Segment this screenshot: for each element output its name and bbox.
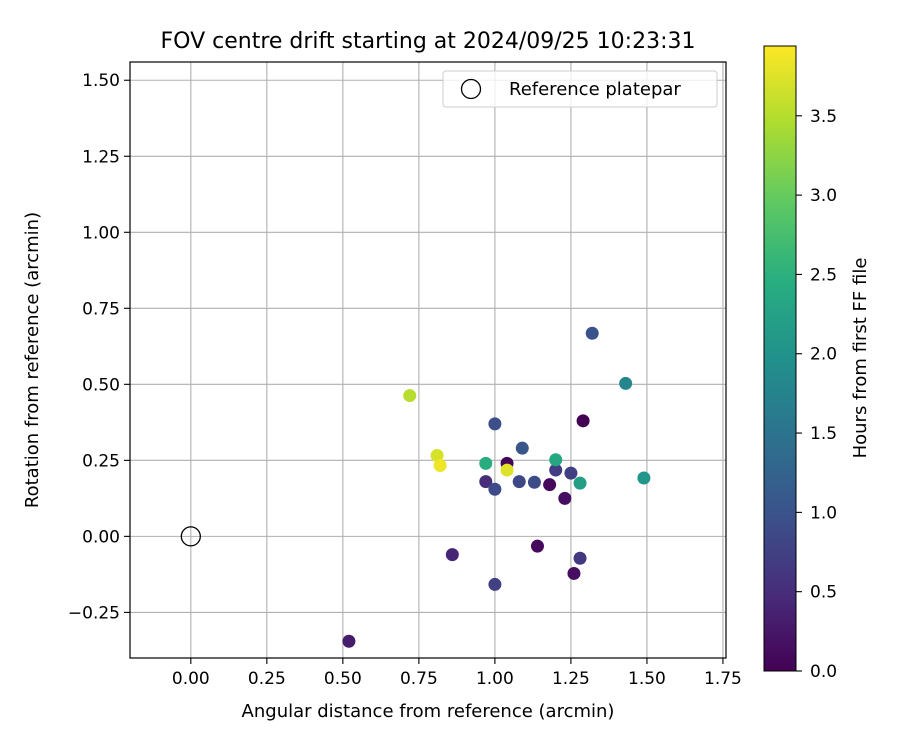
colorbar: 0.0 0.5 1.0 1.5 2.0 2.5 3.0 3.5 Hours from firs… [763,45,871,682]
data-point [573,551,587,565]
x-tick-label: 1.00 [476,669,514,689]
colorbar-tick-label: 1.0 [810,503,837,523]
data-point [585,326,599,340]
x-tick-label: 0.75 [400,669,438,689]
data-point [479,456,493,470]
x-tick-label: 1.75 [704,669,742,689]
colorbar-tick-label: 2.0 [810,345,837,365]
data-point [549,453,563,467]
x-axis-label: Angular distance from reference (arcmin) [242,701,615,722]
data-point [445,548,459,562]
colorbar-label: Hours from first FF file [850,258,871,459]
data-point [576,414,590,428]
colorbar-tick-label: 3.5 [810,107,837,127]
data-point [488,482,502,496]
colorbar-tick-label: 0.5 [810,583,837,603]
data-point [433,459,447,473]
data-point [530,539,544,553]
y-tick-label: −0.25 [68,603,120,623]
y-tick-label: 1.50 [82,71,120,91]
data-point [558,491,572,505]
x-tick-label: 0.25 [248,669,286,689]
y-tick-label: 1.00 [82,223,120,243]
legend-reference-marker [460,78,482,100]
legend-label: Reference platepar [509,79,681,100]
x-tick-label: 0.50 [324,669,362,689]
x-tick-label: 1.25 [552,669,590,689]
data-point [488,577,502,591]
data-point [515,441,529,455]
y-tick-label: 0.75 [82,299,120,319]
y-axis-ticks: −0.25 0.00 0.25 0.50 0.75 1.00 1.25 1.50 [68,71,130,623]
data-points [180,326,651,648]
x-tick-label: 1.50 [628,669,666,689]
y-tick-label: 0.50 [82,375,120,395]
legend: Reference platepar [442,70,718,108]
axes-frame [129,61,727,659]
data-point [500,463,514,477]
data-point [619,376,633,390]
y-tick-label: 0.00 [82,527,120,547]
data-point [488,417,502,431]
colorbar-tick-label: 2.5 [810,265,837,285]
chart-title: FOV centre drift starting at 2024/09/25 … [161,29,696,54]
data-point [549,463,563,477]
data-point [512,475,526,489]
data-point [543,478,557,492]
y-tick-label: 1.25 [82,147,120,167]
reference-platepar-point [180,526,201,547]
grid-lines [130,62,726,658]
data-point [567,566,581,580]
x-axis-ticks: 0.00 0.25 0.50 0.75 1.00 1.25 1.50 1.75 [172,658,742,689]
colorbar-ticks: 0.0 0.5 1.0 1.5 2.0 2.5 3.0 3.5 [796,107,837,682]
x-tick-label: 0.00 [172,669,210,689]
legend-box [442,70,718,108]
colorbar-tick-label: 3.0 [810,186,837,206]
data-point [403,389,417,403]
colorbar-gradient [763,45,797,672]
y-axis-label: Rotation from reference (arcmin) [22,212,43,508]
data-point [564,466,578,480]
colorbar-tick-label: 1.5 [810,424,837,444]
data-point [479,475,493,489]
data-point [527,475,541,489]
data-point [430,448,444,462]
data-point [573,476,587,490]
y-tick-label: 0.25 [82,451,120,471]
data-point [342,634,356,648]
data-point [637,471,651,485]
colorbar-tick-label: 0.0 [810,662,837,682]
